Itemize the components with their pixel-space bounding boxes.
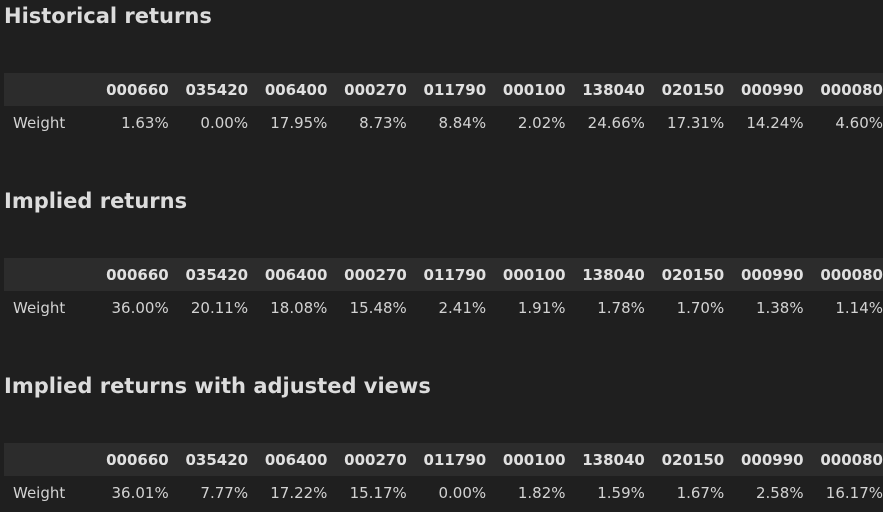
header-corner bbox=[4, 258, 89, 291]
row-label: Weight bbox=[13, 299, 66, 317]
section-title: Implied returns bbox=[4, 189, 188, 213]
column-header: 006400 bbox=[264, 450, 328, 469]
column-header: 020150 bbox=[661, 80, 725, 99]
weight-cell: 7.77% bbox=[200, 484, 249, 502]
column-header: 011790 bbox=[423, 80, 487, 99]
header-corner bbox=[4, 73, 89, 106]
weight-cell: 0.00% bbox=[200, 114, 249, 132]
column-header: 035420 bbox=[185, 450, 249, 469]
column-header: 000270 bbox=[344, 265, 407, 284]
header-corner bbox=[4, 443, 89, 476]
column-header: 000100 bbox=[502, 450, 566, 469]
column-header: 000270 bbox=[344, 450, 407, 469]
column-header: 006400 bbox=[264, 265, 328, 284]
weight-cell: 1.63% bbox=[121, 114, 169, 132]
weight-cell: 17.31% bbox=[667, 114, 725, 132]
column-header: 000660 bbox=[106, 450, 169, 469]
weight-cell: 1.78% bbox=[597, 299, 645, 317]
weight-cell: 1.67% bbox=[676, 484, 725, 502]
weight-cell: 14.24% bbox=[746, 114, 804, 132]
column-header: 000100 bbox=[502, 80, 566, 99]
weight-cell: 2.58% bbox=[755, 484, 804, 502]
row-label: Weight bbox=[13, 484, 66, 502]
weight-cell: 2.02% bbox=[517, 114, 566, 132]
column-header: 000100 bbox=[502, 265, 566, 284]
section-title: Implied returns with adjusted views bbox=[4, 374, 431, 398]
table-header-row: 000660 035420 006400 000270 011790 00010… bbox=[4, 258, 883, 291]
weight-cell: 20.11% bbox=[190, 299, 249, 317]
weight-cell: 17.95% bbox=[270, 114, 328, 132]
column-header: 138040 bbox=[582, 450, 645, 469]
weight-cell: 18.08% bbox=[270, 299, 328, 317]
table-header-row: 000660 035420 006400 000270 011790 00010… bbox=[4, 73, 883, 106]
table-header-row: 000660 035420 006400 000270 011790 00010… bbox=[4, 443, 883, 476]
table-row: Weight 36.00% 20.11% 18.08% 15.48% 2.41%… bbox=[4, 291, 883, 325]
weights-table: 000660 035420 006400 000270 011790 00010… bbox=[4, 73, 883, 140]
column-header: 000080 bbox=[820, 265, 883, 284]
weight-cell: 4.60% bbox=[835, 114, 883, 132]
weight-cell: 2.41% bbox=[438, 299, 487, 317]
column-header: 000660 bbox=[106, 80, 169, 99]
table-row: Weight 36.01% 7.77% 17.22% 15.17% 0.00% … bbox=[4, 476, 883, 510]
weight-cell: 16.17% bbox=[825, 484, 883, 502]
weights-table: 000660 035420 006400 000270 011790 00010… bbox=[4, 443, 883, 510]
column-header: 011790 bbox=[423, 265, 487, 284]
weight-cell: 15.48% bbox=[349, 299, 407, 317]
column-header: 000080 bbox=[820, 80, 883, 99]
row-label: Weight bbox=[13, 114, 66, 132]
column-header: 000990 bbox=[740, 450, 804, 469]
weight-cell: 1.38% bbox=[755, 299, 804, 317]
column-header: 000080 bbox=[820, 450, 883, 469]
section-title: Historical returns bbox=[4, 4, 212, 28]
column-header: 000660 bbox=[106, 265, 169, 284]
weight-cell: 8.84% bbox=[438, 114, 487, 132]
column-header: 035420 bbox=[185, 265, 249, 284]
weight-cell: 15.17% bbox=[349, 484, 407, 502]
weight-cell: 36.01% bbox=[111, 484, 169, 502]
column-header: 020150 bbox=[661, 450, 725, 469]
weight-cell: 1.91% bbox=[517, 299, 566, 317]
column-header: 138040 bbox=[582, 80, 645, 99]
column-header: 006400 bbox=[264, 80, 328, 99]
column-header: 020150 bbox=[661, 265, 725, 284]
weight-cell: 36.00% bbox=[111, 299, 169, 317]
column-header: 011790 bbox=[423, 450, 487, 469]
table-row: Weight 1.63% 0.00% 17.95% 8.73% 8.84% 2.… bbox=[4, 106, 883, 140]
weight-cell: 1.59% bbox=[597, 484, 645, 502]
column-header: 000990 bbox=[740, 80, 804, 99]
weights-table: 000660 035420 006400 000270 011790 00010… bbox=[4, 258, 883, 325]
weight-cell: 0.00% bbox=[438, 484, 487, 502]
weight-cell: 1.14% bbox=[835, 299, 883, 317]
column-header: 000270 bbox=[344, 80, 407, 99]
weight-cell: 24.66% bbox=[587, 114, 645, 132]
column-header: 000990 bbox=[740, 265, 804, 284]
weight-cell: 1.82% bbox=[517, 484, 566, 502]
weight-cell: 1.70% bbox=[676, 299, 725, 317]
weight-cell: 8.73% bbox=[359, 114, 407, 132]
weight-cell: 17.22% bbox=[270, 484, 328, 502]
column-header: 138040 bbox=[582, 265, 645, 284]
column-header: 035420 bbox=[185, 80, 249, 99]
